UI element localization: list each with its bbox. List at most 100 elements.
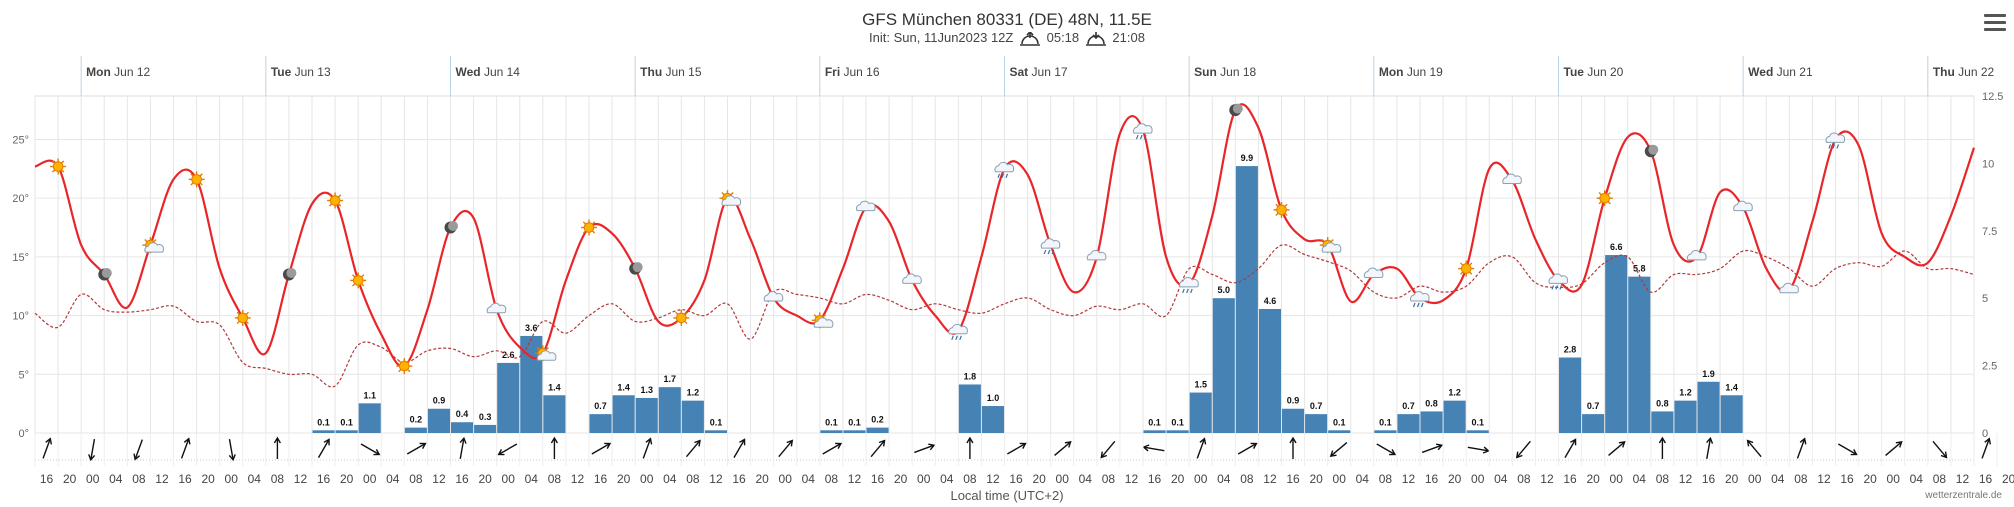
wind-arrow-icon bbox=[497, 443, 518, 456]
precip-bar bbox=[1582, 414, 1605, 433]
precip-bar bbox=[1674, 400, 1697, 433]
precip-bar bbox=[404, 427, 427, 433]
precip-bar bbox=[1651, 411, 1674, 433]
hour-tick-label: 04 bbox=[1356, 472, 1370, 486]
sun-cloud-weather-icon bbox=[1319, 237, 1342, 254]
hour-tick-label: 08 bbox=[548, 472, 562, 486]
hour-tick-label: 20 bbox=[617, 472, 631, 486]
hour-tick-label: 20 bbox=[1586, 472, 1600, 486]
wind-arrow-icon bbox=[1515, 440, 1531, 459]
precip-bar bbox=[1328, 430, 1351, 433]
cloud-weather-icon bbox=[1733, 200, 1753, 212]
precip-bar bbox=[451, 422, 474, 433]
day-label: Thu Jun 15 bbox=[640, 65, 702, 79]
moon-weather-icon bbox=[282, 268, 297, 281]
sun-weather-icon bbox=[396, 358, 413, 375]
precip-value-label: 0.8 bbox=[1656, 398, 1669, 408]
chart-title: GFS München 80331 (DE) 48N, 11.5E bbox=[862, 10, 1152, 29]
wind-arrow-icon bbox=[1421, 443, 1444, 454]
precip-bar bbox=[704, 430, 727, 433]
wind-arrow-icon bbox=[966, 436, 974, 459]
cloud-weather-icon bbox=[1363, 267, 1384, 278]
y-right-tick-label: 10 bbox=[1982, 158, 1994, 170]
y-right-tick-label: 5 bbox=[1982, 293, 1988, 305]
x-axis-label: Local time (UTC+2) bbox=[950, 488, 1064, 503]
hour-tick-label: 00 bbox=[1748, 472, 1762, 486]
precip-value-label: 5.8 bbox=[1633, 264, 1646, 274]
hour-tick-label: 08 bbox=[1102, 472, 1116, 486]
precip-bar bbox=[843, 430, 866, 433]
wind-arrow-icon bbox=[685, 439, 701, 458]
hour-tick-label: 12 bbox=[294, 472, 308, 486]
hour-tick-label: 12 bbox=[155, 472, 169, 486]
precip-value-label: 1.2 bbox=[1448, 388, 1461, 398]
wind-arrow-icon bbox=[1054, 441, 1072, 456]
hour-tick-label: 16 bbox=[1425, 472, 1439, 486]
precip-bar bbox=[1420, 411, 1443, 433]
precip-bar bbox=[497, 362, 520, 433]
precip-bar bbox=[1143, 430, 1166, 433]
precip-value-label: 2.8 bbox=[1564, 345, 1577, 355]
credits-link[interactable]: wetterzentrale.de bbox=[1925, 490, 2002, 501]
precip-bar bbox=[1628, 276, 1651, 433]
precip-value-label: 0.7 bbox=[1402, 401, 1415, 411]
cloud-weather-icon bbox=[486, 302, 507, 314]
hour-tick-label: 04 bbox=[248, 472, 262, 486]
hour-tick-label: 12 bbox=[1263, 472, 1277, 486]
precip-value-label: 0.1 bbox=[848, 417, 861, 427]
hour-tick-label: 04 bbox=[1079, 472, 1093, 486]
hour-tick-label: 20 bbox=[1448, 472, 1462, 486]
sun-weather-icon bbox=[581, 219, 597, 236]
hour-tick-label: 20 bbox=[1725, 472, 1739, 486]
hour-tick-label: 00 bbox=[1194, 472, 1208, 486]
sun-weather-icon bbox=[1273, 201, 1290, 218]
hour-tick-label: 16 bbox=[732, 472, 746, 486]
precip-value-label: 0.1 bbox=[340, 417, 353, 427]
wind-arrow-icon bbox=[406, 442, 427, 455]
wind-arrow-icon bbox=[914, 443, 936, 454]
precip-value-label: 0.7 bbox=[594, 401, 607, 411]
y-right-tick-label: 0 bbox=[1982, 428, 1988, 440]
wind-arrow-icon bbox=[733, 438, 746, 459]
wind-arrow-icon bbox=[133, 439, 143, 461]
wind-arrow-icon bbox=[228, 439, 236, 462]
y-right-tick-label: 2.5 bbox=[1982, 361, 1997, 373]
moon-weather-icon bbox=[444, 221, 458, 234]
precip-value-label: 0.1 bbox=[1171, 417, 1184, 427]
precip-value-label: 0.1 bbox=[1471, 417, 1484, 427]
cloud-weather-icon bbox=[763, 291, 784, 302]
moon-weather-icon bbox=[98, 268, 112, 281]
precip-bar bbox=[335, 430, 358, 433]
day-label: Sat Jun 17 bbox=[1010, 65, 1068, 79]
hour-tick-label: 00 bbox=[779, 472, 793, 486]
hour-tick-label: 00 bbox=[1333, 472, 1347, 486]
hour-tick-label: 16 bbox=[1702, 472, 1716, 486]
sun-cloud-weather-icon bbox=[719, 190, 742, 207]
day-label: Mon Jun 19 bbox=[1379, 65, 1443, 79]
hour-tick-label: 20 bbox=[1171, 472, 1185, 486]
precip-value-label: 1.4 bbox=[617, 382, 630, 392]
precip-value-label: 1.5 bbox=[1194, 380, 1207, 390]
wind-arrow-icon bbox=[1237, 442, 1258, 455]
hour-tick-label: 00 bbox=[1610, 472, 1624, 486]
sun-weather-icon bbox=[673, 309, 690, 326]
wind-arrow-icon bbox=[1289, 436, 1297, 459]
rain-weather-icon bbox=[1179, 277, 1199, 294]
hamburger-menu-icon[interactable] bbox=[1984, 14, 2006, 32]
hour-tick-label: 08 bbox=[686, 472, 700, 486]
precip-bar bbox=[1282, 408, 1305, 433]
precip-value-label: 5.0 bbox=[1218, 285, 1231, 295]
wind-arrow-icon bbox=[1100, 440, 1116, 459]
hour-tick-label: 04 bbox=[1633, 472, 1647, 486]
hour-tick-label: 04 bbox=[1771, 472, 1785, 486]
precip-value-label: 1.3 bbox=[640, 385, 653, 395]
precip-value-label: 1.1 bbox=[363, 390, 376, 400]
wind-arrow-icon bbox=[317, 438, 330, 459]
precip-value-label: 1.4 bbox=[1725, 382, 1738, 392]
precip-bar bbox=[1605, 255, 1628, 433]
precip-bar bbox=[958, 384, 981, 433]
hour-tick-label: 12 bbox=[848, 472, 862, 486]
wind-arrow-icon bbox=[550, 436, 559, 459]
precip-value-label: 0.9 bbox=[433, 396, 446, 406]
moon-weather-icon bbox=[1644, 144, 1659, 158]
